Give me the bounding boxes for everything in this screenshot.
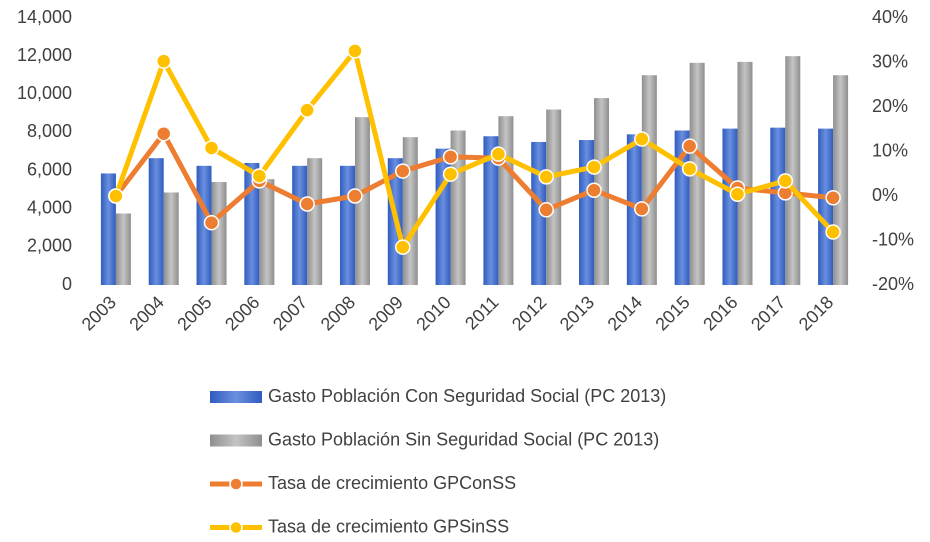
legend-swatch: [229, 520, 243, 535]
marker: [586, 182, 602, 198]
bar: [163, 192, 179, 285]
legend-label: Tasa de crecimiento GPConSS: [268, 473, 516, 493]
legend-label: Gasto Población Sin Seguridad Social (PC…: [268, 429, 659, 449]
marker: [395, 163, 411, 179]
bar: [483, 136, 499, 285]
marker: [155, 53, 172, 69]
y-tick-label: 4,000: [27, 197, 72, 217]
bar: [770, 127, 786, 286]
x-tick-label: 2008: [317, 292, 359, 334]
marker: [825, 224, 841, 240]
legend-swatch: [210, 434, 262, 447]
marker: [347, 188, 363, 204]
bar: [833, 75, 849, 285]
bar: [546, 109, 562, 286]
marker: [634, 201, 650, 217]
x-tick-label: 2009: [365, 292, 407, 334]
x-tick-label: 2010: [412, 292, 454, 334]
x-tick-label: 2015: [651, 292, 693, 334]
x-tick-label: 2012: [508, 292, 550, 334]
marker: [586, 159, 602, 175]
marker: [108, 188, 124, 204]
bar: [307, 158, 323, 285]
bar: [722, 128, 738, 285]
x-tick-label: 2017: [747, 292, 789, 334]
y-tick-label: 14,000: [17, 7, 72, 27]
marker: [490, 146, 507, 162]
x-tick-label: 2006: [221, 292, 263, 334]
y2-tick-label: 20%: [872, 96, 908, 116]
marker: [347, 43, 363, 59]
bar: [641, 75, 657, 285]
x-tick-label: 2004: [125, 292, 167, 334]
legend-label: Tasa de crecimiento GPSinSS: [268, 516, 509, 536]
marker: [203, 214, 220, 231]
marker: [777, 173, 794, 189]
x-tick-label: 2011: [461, 292, 503, 334]
y2-tick-label: -20%: [872, 274, 914, 294]
y-tick-label: 8,000: [27, 121, 72, 141]
legend-swatch: [229, 477, 243, 491]
marker: [251, 168, 268, 184]
bar: [339, 165, 355, 285]
y-tick-label: 10,000: [17, 83, 72, 103]
bar: [196, 165, 212, 285]
legend-swatch: [210, 391, 262, 403]
bar: [818, 128, 834, 285]
marker: [681, 161, 698, 177]
y-tick-label: 0: [62, 274, 72, 294]
bar: [148, 158, 164, 285]
y-tick-label: 2,000: [27, 236, 72, 256]
x-tick-label: 2005: [173, 292, 215, 334]
legend-label: Gasto Población Con Seguridad Social (PC…: [268, 386, 666, 406]
y2-tick-label: 30%: [872, 51, 908, 71]
bar: [785, 56, 801, 286]
marker: [729, 186, 746, 202]
marker: [538, 169, 554, 185]
line: [113, 131, 834, 226]
y-tick-label: 12,000: [17, 45, 72, 65]
marker: [442, 166, 459, 182]
y2-tick-label: 0%: [872, 185, 898, 205]
y2-tick-label: 40%: [872, 7, 908, 27]
x-tick-label: 2014: [604, 292, 646, 334]
bar: [115, 213, 131, 285]
marker: [299, 102, 315, 118]
bar: [737, 61, 753, 285]
line: [113, 48, 835, 250]
marker: [155, 125, 172, 142]
bar: [402, 137, 418, 285]
marker: [203, 140, 220, 156]
x-tick-label: 2003: [78, 292, 120, 334]
marker: [681, 138, 698, 154]
x-tick-label: 2018: [795, 292, 837, 334]
bar: [498, 116, 514, 285]
y-tick-label: 6,000: [27, 159, 72, 179]
x-tick-label: 2016: [699, 292, 741, 334]
marker: [825, 190, 841, 206]
bar: [292, 165, 308, 285]
bar: [211, 182, 227, 285]
x-tick-label: 2013: [556, 292, 598, 334]
bar: [259, 179, 275, 285]
bar: [354, 117, 370, 286]
marker: [634, 131, 650, 147]
x-tick-label: 2007: [269, 292, 311, 334]
marker: [395, 239, 411, 255]
y2-tick-label: -10%: [872, 229, 914, 249]
bar: [579, 140, 595, 285]
marker: [442, 149, 459, 165]
marker: [299, 196, 315, 212]
marker: [538, 202, 554, 218]
y2-tick-label: 10%: [872, 140, 908, 160]
